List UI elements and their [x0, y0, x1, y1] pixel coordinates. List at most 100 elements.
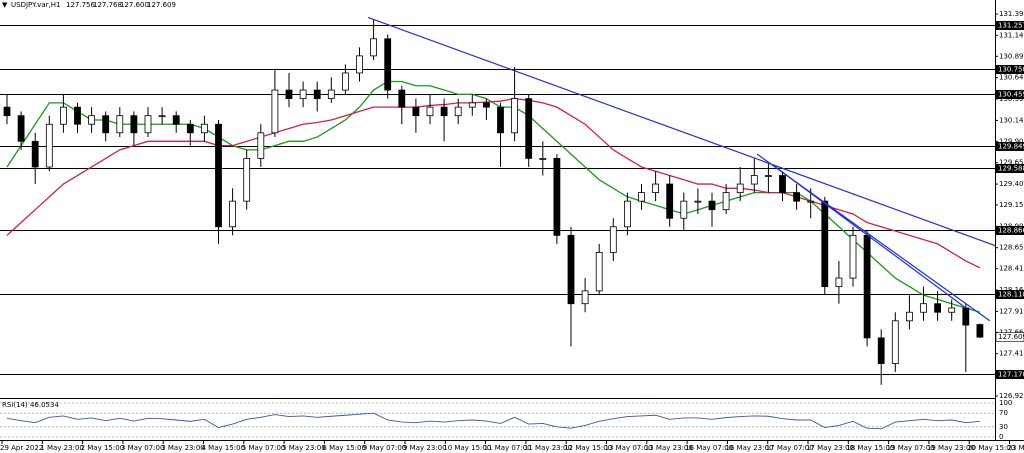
level-label: 128.118: [998, 291, 1024, 299]
candle-body: [807, 200, 815, 203]
candle-body: [243, 158, 251, 202]
x-tick-label: 13 May 07:00: [605, 444, 653, 452]
candle-body: [609, 226, 617, 253]
candle-body: [497, 106, 504, 134]
y-tick-label: 130.395: [999, 95, 1024, 103]
y-tick-label: 129.900: [999, 137, 1024, 145]
candle-body: [906, 311, 913, 322]
level-label: 130.750: [998, 66, 1024, 74]
candle-body: [356, 55, 363, 74]
ohlc-value: 127.756: [66, 1, 95, 9]
candle-body: [186, 123, 194, 134]
x-tick-label: 17 May 23:00: [806, 444, 854, 452]
candle-body: [638, 192, 645, 202]
level-label: 127.178: [998, 371, 1024, 379]
x-tick-label: 18 May 15:00: [846, 444, 894, 452]
level-label-box: [996, 142, 1024, 151]
candle-body: [511, 98, 519, 134]
x-tick-label: 5 May 07:00: [242, 444, 286, 452]
x-tick-label: 2 May 15:00: [81, 444, 125, 452]
x-tick-label: 3 May 07:00: [121, 444, 165, 452]
candle-body: [539, 158, 547, 160]
candle-body: [877, 337, 885, 364]
candle-body: [384, 38, 392, 91]
x-tick-label: 9 May 07:00: [363, 444, 407, 452]
y-tick-label: 129.155: [999, 201, 1024, 209]
candle-body: [750, 175, 758, 185]
x-tick-label: 5 May 23:00: [282, 444, 326, 452]
candle-body: [341, 72, 349, 91]
rsi-tick-label: 70: [999, 409, 1008, 417]
candle-body: [3, 106, 11, 117]
candle-body: [313, 89, 321, 100]
level-label-box: [996, 164, 1024, 173]
x-tick-label: 19 May 07:00: [887, 444, 935, 452]
level-label-box: [996, 226, 1024, 235]
candle-body: [130, 115, 138, 134]
y-tick-label: 130.645: [999, 74, 1024, 82]
candle-body: [835, 277, 843, 288]
x-tick-label: 17 May 07:00: [766, 444, 814, 452]
x-tick-label: 16 May 23:00: [725, 444, 773, 452]
x-tick-label: 12 May 15:00: [564, 444, 612, 452]
candle-body: [920, 303, 927, 313]
candle-body: [525, 98, 533, 159]
level-label-box: [996, 90, 1024, 99]
x-tick-label: 13 May 23:00: [645, 444, 693, 452]
candle-body: [595, 252, 603, 292]
candle-body: [17, 115, 25, 142]
ohlc-value: 127.600: [120, 1, 149, 9]
candle-body: [779, 175, 786, 194]
ohlc-value: 127.609: [147, 1, 176, 9]
candle-body: [793, 192, 800, 202]
candle-body: [229, 200, 237, 228]
candle-body: [624, 200, 631, 228]
x-tick-label: 6 May 15:00: [322, 444, 366, 452]
rsi-tick-label: 0: [999, 433, 1003, 441]
y-tick-label: 127.415: [999, 350, 1024, 358]
trendline: [367, 16, 996, 247]
candle-body: [849, 234, 857, 279]
candle-body: [271, 89, 279, 134]
current-price-label: 127.609: [998, 333, 1024, 341]
y-tick-label: 131.140: [999, 31, 1024, 39]
y-tick-label: 131.390: [999, 10, 1024, 18]
x-tick-label: 29 Apr 2022: [0, 444, 43, 452]
candle-body: [708, 200, 716, 211]
y-tick-label: 127.910: [999, 307, 1024, 315]
candle-body: [285, 89, 293, 100]
x-tick-label: 11 May 23:00: [524, 444, 572, 452]
candle-body: [60, 106, 67, 125]
x-tick-label: 3 May 23:00: [161, 444, 205, 452]
x-tick-label: 20 May 15:00: [967, 444, 1015, 452]
y-tick-label: 128.655: [999, 244, 1024, 252]
candle-body: [962, 307, 970, 326]
candle-body: [45, 123, 53, 168]
candle-body: [722, 192, 730, 211]
x-tick-label: 11 May 07:00: [484, 444, 532, 452]
x-tick-label: 4 May 15:00: [202, 444, 246, 452]
candle-body: [31, 140, 39, 168]
candle-body: [116, 115, 124, 134]
y-tick-label: 126.920: [999, 392, 1024, 400]
candle-body: [370, 38, 378, 57]
candle-body: [948, 307, 956, 313]
symbol-title: USDJPY.var,H1: [11, 1, 60, 9]
candle-body: [765, 175, 772, 177]
rsi-line: [6, 412, 980, 430]
rsi-tick-label: 30: [999, 423, 1008, 431]
candle-body: [736, 183, 744, 194]
x-tick-label: 19 May 23:00: [927, 444, 975, 452]
y-tick-label: 129.400: [999, 180, 1024, 188]
candle-body: [454, 106, 462, 117]
level-label: 130.459: [998, 91, 1024, 99]
level-label-box: [996, 21, 1024, 30]
level-label-box: [996, 65, 1024, 74]
candle-body: [934, 303, 941, 313]
level-label-box: [996, 290, 1024, 299]
level-label: 129.849: [998, 143, 1024, 151]
candle-body: [581, 290, 589, 305]
candle-body: [680, 200, 688, 219]
